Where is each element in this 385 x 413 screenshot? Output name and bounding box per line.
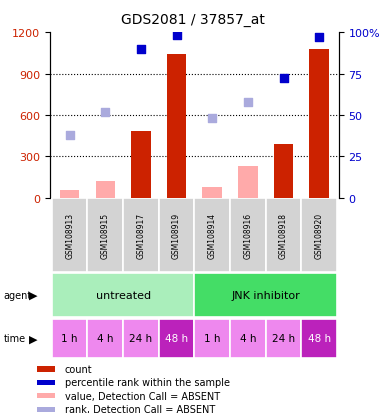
Bar [194,198,230,273]
Text: 1 h: 1 h [61,334,78,344]
Text: JNK inhibitor: JNK inhibitor [231,290,300,300]
Bar [52,198,87,273]
Text: GSM108917: GSM108917 [136,212,146,259]
Text: GSM108920: GSM108920 [315,212,324,259]
Text: 1 h: 1 h [204,334,221,344]
Text: GSM108919: GSM108919 [172,212,181,259]
Bar [37,366,55,372]
Point [245,99,251,106]
Bar [301,319,337,358]
Bar [87,198,123,273]
Text: rank, Detection Call = ABSENT: rank, Detection Call = ABSENT [65,404,215,413]
Bar [194,273,337,317]
Bar [194,319,230,358]
Text: ▶: ▶ [28,334,37,344]
Bar [60,191,79,198]
Text: time: time [4,334,26,344]
Point [102,109,109,116]
Bar [52,319,87,358]
Text: agent: agent [4,290,32,300]
Text: value, Detection Call = ABSENT: value, Detection Call = ABSENT [65,391,220,401]
Bar [37,406,55,412]
Bar [301,198,337,273]
Bar [230,198,266,273]
Bar [310,50,329,198]
Bar [37,380,55,385]
Text: 24 h: 24 h [129,334,152,344]
Point [67,132,73,139]
Bar [159,319,194,358]
Point [209,116,215,122]
Bar [274,145,293,198]
Bar [203,187,222,198]
Point [280,76,286,83]
Point [174,33,180,40]
Text: GDS2081 / 37857_at: GDS2081 / 37857_at [121,13,264,27]
Text: GSM108913: GSM108913 [65,212,74,259]
Bar [131,132,151,198]
Bar [238,166,258,198]
Bar [230,319,266,358]
Text: 48 h: 48 h [165,334,188,344]
Text: GSM108916: GSM108916 [243,212,253,259]
Bar [167,55,186,198]
Point [316,35,322,41]
Text: GSM108915: GSM108915 [101,212,110,259]
Text: count: count [65,364,92,374]
Point [138,46,144,53]
Text: percentile rank within the sample: percentile rank within the sample [65,377,230,387]
Bar [266,319,301,358]
Text: 4 h: 4 h [239,334,256,344]
Text: 48 h: 48 h [308,334,331,344]
Bar [159,198,194,273]
Bar [52,273,194,317]
Bar [95,182,115,198]
Bar [123,198,159,273]
Text: 4 h: 4 h [97,334,114,344]
Bar [37,393,55,399]
Bar [87,319,123,358]
Text: GSM108918: GSM108918 [279,212,288,259]
Text: untreated: untreated [95,290,151,300]
Text: GSM108914: GSM108914 [208,212,217,259]
Bar [123,319,159,358]
Text: 24 h: 24 h [272,334,295,344]
Text: ▶: ▶ [28,290,37,300]
Bar [266,198,301,273]
